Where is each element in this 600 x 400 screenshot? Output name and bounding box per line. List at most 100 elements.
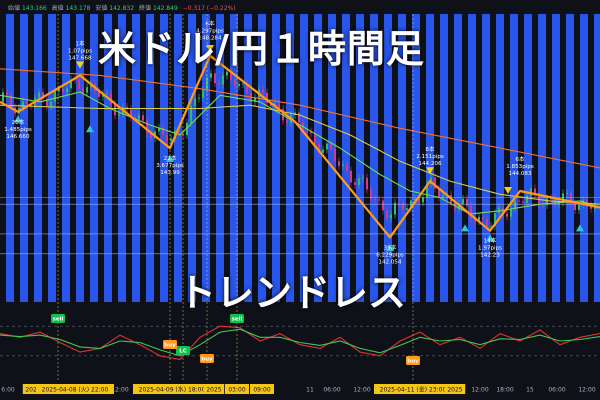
candle-body: [566, 192, 568, 194]
time-axis-highlight: [444, 384, 466, 394]
session-stripe: [286, 14, 294, 302]
session-stripe: [188, 14, 196, 302]
candle-body: [262, 89, 264, 93]
session-stripe: [132, 14, 140, 302]
candle-body: [6, 92, 8, 96]
time-tick-label: 2025-04-09 (水) 18:00: [139, 386, 206, 394]
time-axis-highlight: [203, 384, 225, 394]
session-stripe: [146, 14, 154, 302]
candle-body: [38, 92, 40, 98]
up-arrow: [576, 224, 584, 232]
time-axis-highlight: [225, 384, 249, 394]
annotation-label: 1本: [75, 39, 85, 47]
candle-body: [74, 79, 76, 81]
candle-body: [202, 90, 204, 98]
time-axis-highlight: [22, 384, 44, 394]
candle-body: [318, 143, 320, 153]
long-ma-line: [0, 68, 600, 169]
session-stripe: [468, 14, 476, 302]
down-arrow: [426, 167, 434, 175]
session-stripe: [104, 14, 112, 302]
session-stripe: [356, 14, 364, 302]
candle-body: [522, 201, 524, 203]
candle-body: [406, 208, 408, 210]
candle-body: [386, 210, 388, 219]
time-tick-label: 2025-04-11 (金) 23:00: [380, 386, 447, 394]
candle-body: [458, 204, 460, 210]
candle-body: [514, 200, 516, 209]
high-label: 高値: [51, 5, 64, 12]
session-stripe: [412, 14, 420, 302]
annotation-label: 20本: [12, 118, 25, 126]
annotation-label: 1.853pips: [506, 164, 534, 170]
candle-body: [358, 178, 360, 186]
session-stripe: [398, 14, 406, 302]
candle-body: [286, 120, 288, 123]
candle-body: [114, 104, 116, 116]
change-value: −0.317 (−0.22%): [182, 5, 236, 12]
signal-tag-label: sell: [232, 317, 243, 323]
signal-tag-buy: [163, 340, 177, 349]
signal-tag-lc: [176, 346, 190, 355]
session-stripe: [90, 14, 98, 302]
annotation-label: 1.07pips: [68, 48, 92, 54]
candle-body: [170, 138, 172, 141]
candle-body: [130, 109, 132, 118]
signal-tag-sell: [51, 314, 65, 323]
candle-body: [490, 226, 492, 228]
candle-body: [366, 177, 368, 190]
candle-body: [298, 112, 300, 123]
session-stripe: [538, 14, 546, 302]
session-stripe: [384, 14, 392, 302]
signal-tag-label: buy: [201, 357, 213, 363]
session-stripe: [258, 14, 266, 302]
session-stripe: [328, 14, 336, 302]
session-stripes: [6, 14, 600, 302]
candle-body: [334, 149, 336, 162]
session-stripe: [6, 14, 14, 302]
annotation-label: 6.229pips: [376, 252, 404, 258]
time-tick-label: 2025: [25, 387, 40, 394]
candle-body: [178, 130, 180, 134]
open-value: 143.166: [21, 5, 47, 12]
zigzag-annotations: 1本1.07pips147.66820本1.485pips146.6606本4.…: [4, 20, 534, 266]
candle-body: [518, 200, 520, 202]
candle-body: [146, 120, 148, 134]
candle-body: [158, 127, 160, 132]
candle-body: [590, 204, 592, 209]
annotation-label: 144.083: [508, 171, 532, 177]
time-axis: 6:00 2025 2025-04-08 (火) 22:00 12:00 2025-04…: [0, 380, 600, 400]
candle-body: [54, 91, 56, 102]
candle-body: [530, 188, 532, 196]
candle-body: [570, 192, 572, 204]
annotation-label: 1.485pips: [4, 127, 32, 133]
candle-body: [494, 212, 496, 227]
time-axis-highlight: [250, 384, 274, 394]
annotation-label: 142.23: [480, 253, 500, 259]
candle-body: [314, 133, 316, 144]
candle-body: [42, 92, 44, 99]
up-arrow: [486, 234, 494, 242]
horizontal-lines: [0, 197, 600, 255]
annotation-label: 8本: [425, 145, 435, 153]
candle-body: [198, 97, 200, 99]
time-tick-label: 2025: [447, 387, 462, 394]
candle-body: [98, 91, 100, 97]
candle-body: [482, 216, 484, 220]
session-stripe: [62, 14, 70, 302]
session-stripe: [160, 14, 168, 302]
signal-arrows: [14, 45, 584, 252]
candle-body: [218, 83, 220, 85]
ohlc-readout: 始値 143.166 高値 143.178 安値 142.832 終値 142.…: [8, 3, 239, 12]
session-stripe: [244, 14, 252, 302]
candle-body: [254, 97, 256, 102]
candle-body: [534, 188, 536, 195]
candle-body: [586, 200, 588, 205]
annotation-label: 14本: [484, 237, 497, 245]
session-stripe: [34, 14, 42, 302]
candle-body: [62, 88, 64, 93]
candle-body: [418, 198, 420, 203]
candle-body: [78, 79, 80, 89]
